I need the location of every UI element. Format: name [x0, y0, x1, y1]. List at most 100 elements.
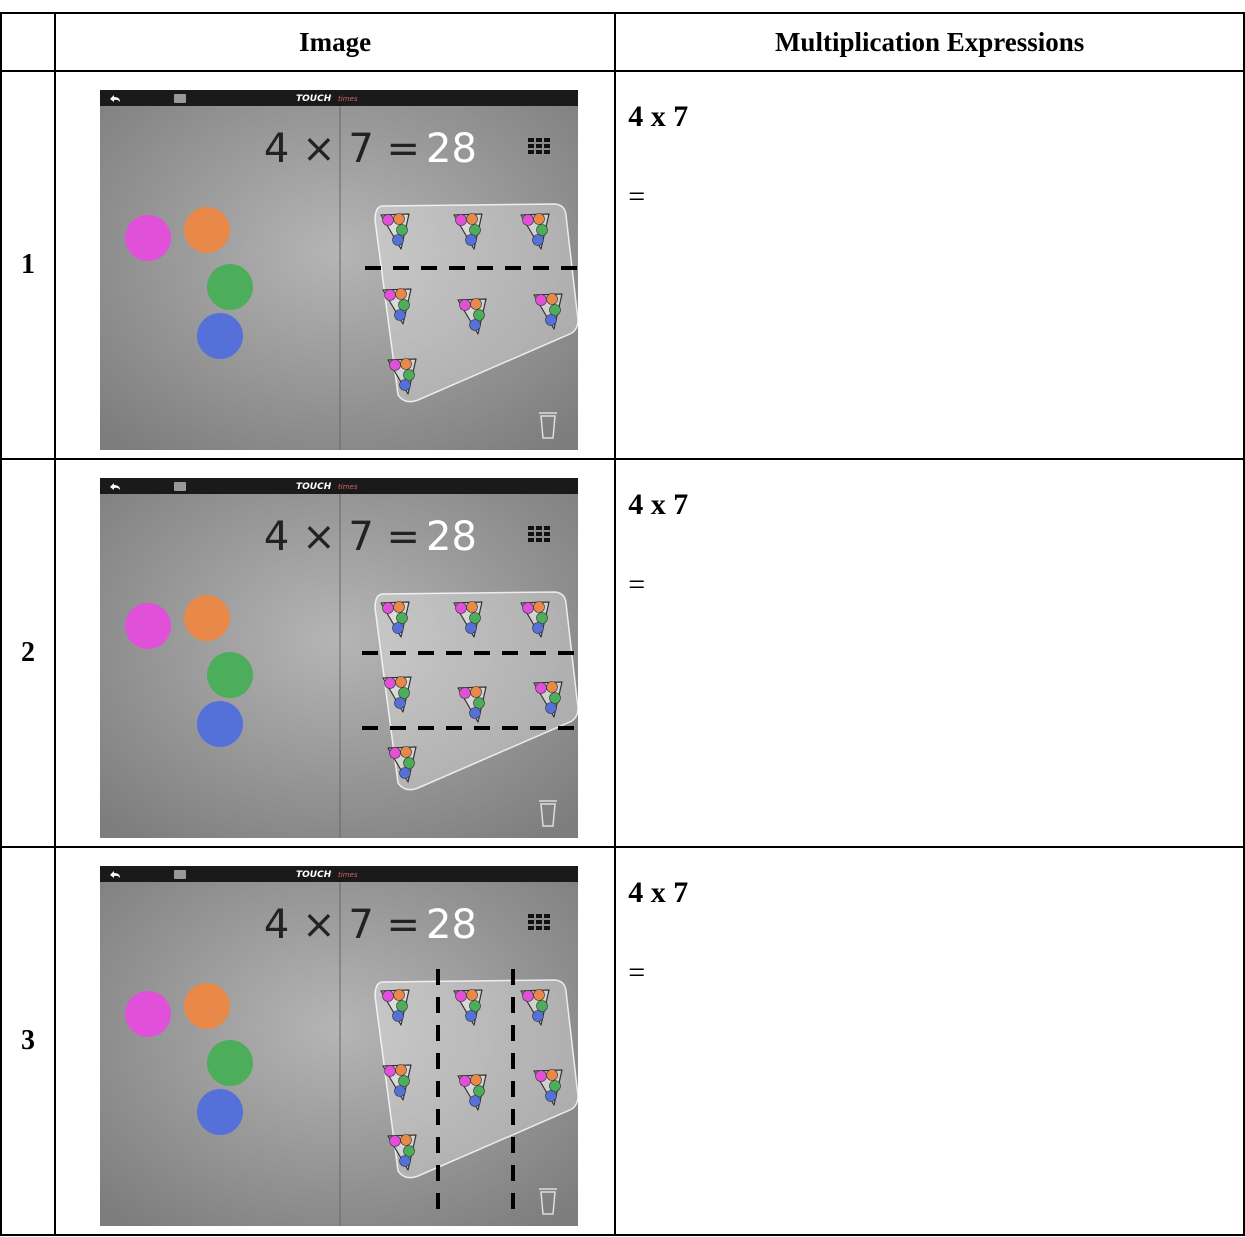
- group-dot: [456, 215, 467, 226]
- counter: [125, 991, 171, 1037]
- group-dot: [385, 678, 396, 689]
- grid-icon: [544, 532, 550, 536]
- expression-cell: 4 x 7=: [615, 847, 1244, 1235]
- group-dot: [523, 991, 534, 1002]
- equation: 4 × 7 =: [264, 902, 420, 948]
- equation: 4 × 7 =: [264, 514, 420, 560]
- header-cell: Image: [55, 13, 615, 71]
- group-dot: [537, 1001, 548, 1012]
- equation: 4 × 7 =: [264, 126, 420, 172]
- grid-icon: [528, 526, 534, 530]
- group-dot: [474, 310, 485, 321]
- equation-result: 28: [426, 902, 477, 948]
- counter: [184, 983, 230, 1029]
- grid-icon: [544, 138, 550, 142]
- camera-icon: [174, 482, 186, 491]
- group-dot: [404, 370, 415, 381]
- equals-sign: =: [628, 180, 645, 214]
- group-dot: [456, 991, 467, 1002]
- grid-icon: [536, 538, 542, 542]
- expression-cell: 4 x 7=: [615, 71, 1244, 459]
- group-dot: [383, 603, 394, 614]
- group-dot: [404, 758, 415, 769]
- group-dot: [467, 990, 478, 1001]
- group-dot: [534, 214, 545, 225]
- group-dot: [383, 991, 394, 1002]
- group-dot: [397, 613, 408, 624]
- group-dot: [395, 698, 406, 709]
- grid-icon: [528, 920, 534, 924]
- equals-sign: =: [628, 956, 645, 990]
- group-dot: [474, 1086, 485, 1097]
- group-dot: [550, 1081, 561, 1092]
- grid-icon: [544, 144, 550, 148]
- grid-icon: [528, 538, 534, 542]
- group-dot: [471, 687, 482, 698]
- expression: 4 x 7: [628, 488, 688, 522]
- group-dot: [470, 708, 481, 719]
- group-dot: [470, 1096, 481, 1107]
- grid-icon: [544, 920, 550, 924]
- row-number: 1: [1, 71, 55, 459]
- app-title: TOUCH: [296, 870, 332, 880]
- group-dot: [401, 359, 412, 370]
- grid-icon: [528, 138, 534, 142]
- counter: [197, 701, 243, 747]
- group-dot: [400, 380, 411, 391]
- grid-icon: [544, 914, 550, 918]
- group-dot: [460, 688, 471, 699]
- grid-icon: [528, 532, 534, 536]
- group-dot: [385, 1066, 396, 1077]
- group-dot: [390, 360, 401, 371]
- grid-icon: [528, 150, 534, 154]
- group-dot: [471, 299, 482, 310]
- group-dot: [399, 688, 410, 699]
- group-dot: [401, 747, 412, 758]
- equation-result: 28: [426, 514, 477, 560]
- group-dot: [397, 1001, 408, 1012]
- group-dot: [400, 1156, 411, 1167]
- app-subtitle: times: [338, 871, 358, 879]
- group-dot: [550, 693, 561, 704]
- counter: [207, 652, 253, 698]
- grid-icon: [536, 920, 542, 924]
- group-dot: [471, 1075, 482, 1086]
- group-dot: [466, 235, 477, 246]
- group-dot: [546, 315, 557, 326]
- group-dot: [547, 1070, 558, 1081]
- counter: [197, 313, 243, 359]
- counter: [197, 1089, 243, 1135]
- group-dot: [470, 1001, 481, 1012]
- group-dot: [536, 683, 547, 694]
- group-dot: [533, 235, 544, 246]
- grid-icon: [536, 144, 542, 148]
- group-dot: [547, 682, 558, 693]
- group-dot: [395, 310, 406, 321]
- group-dot: [397, 225, 408, 236]
- grid-icon: [544, 538, 550, 542]
- group-dot: [470, 225, 481, 236]
- group-dot: [393, 623, 404, 634]
- group-dot: [460, 1076, 471, 1087]
- group-dot: [394, 214, 405, 225]
- counter: [184, 207, 230, 253]
- group-dot: [467, 602, 478, 613]
- camera-icon: [174, 870, 186, 879]
- header-cell: Multiplication Expressions: [615, 13, 1244, 71]
- expression-cell: 4 x 7=: [615, 459, 1244, 847]
- group-dot: [537, 613, 548, 624]
- counter: [125, 603, 171, 649]
- group-dot: [394, 990, 405, 1001]
- group-dot: [546, 703, 557, 714]
- group-dot: [399, 300, 410, 311]
- group-dot: [547, 294, 558, 305]
- group-dot: [537, 225, 548, 236]
- app-screenshot: TOUCH times 4 × 7 =28: [100, 866, 578, 1226]
- grid-icon: [536, 138, 542, 142]
- group-dot: [534, 990, 545, 1001]
